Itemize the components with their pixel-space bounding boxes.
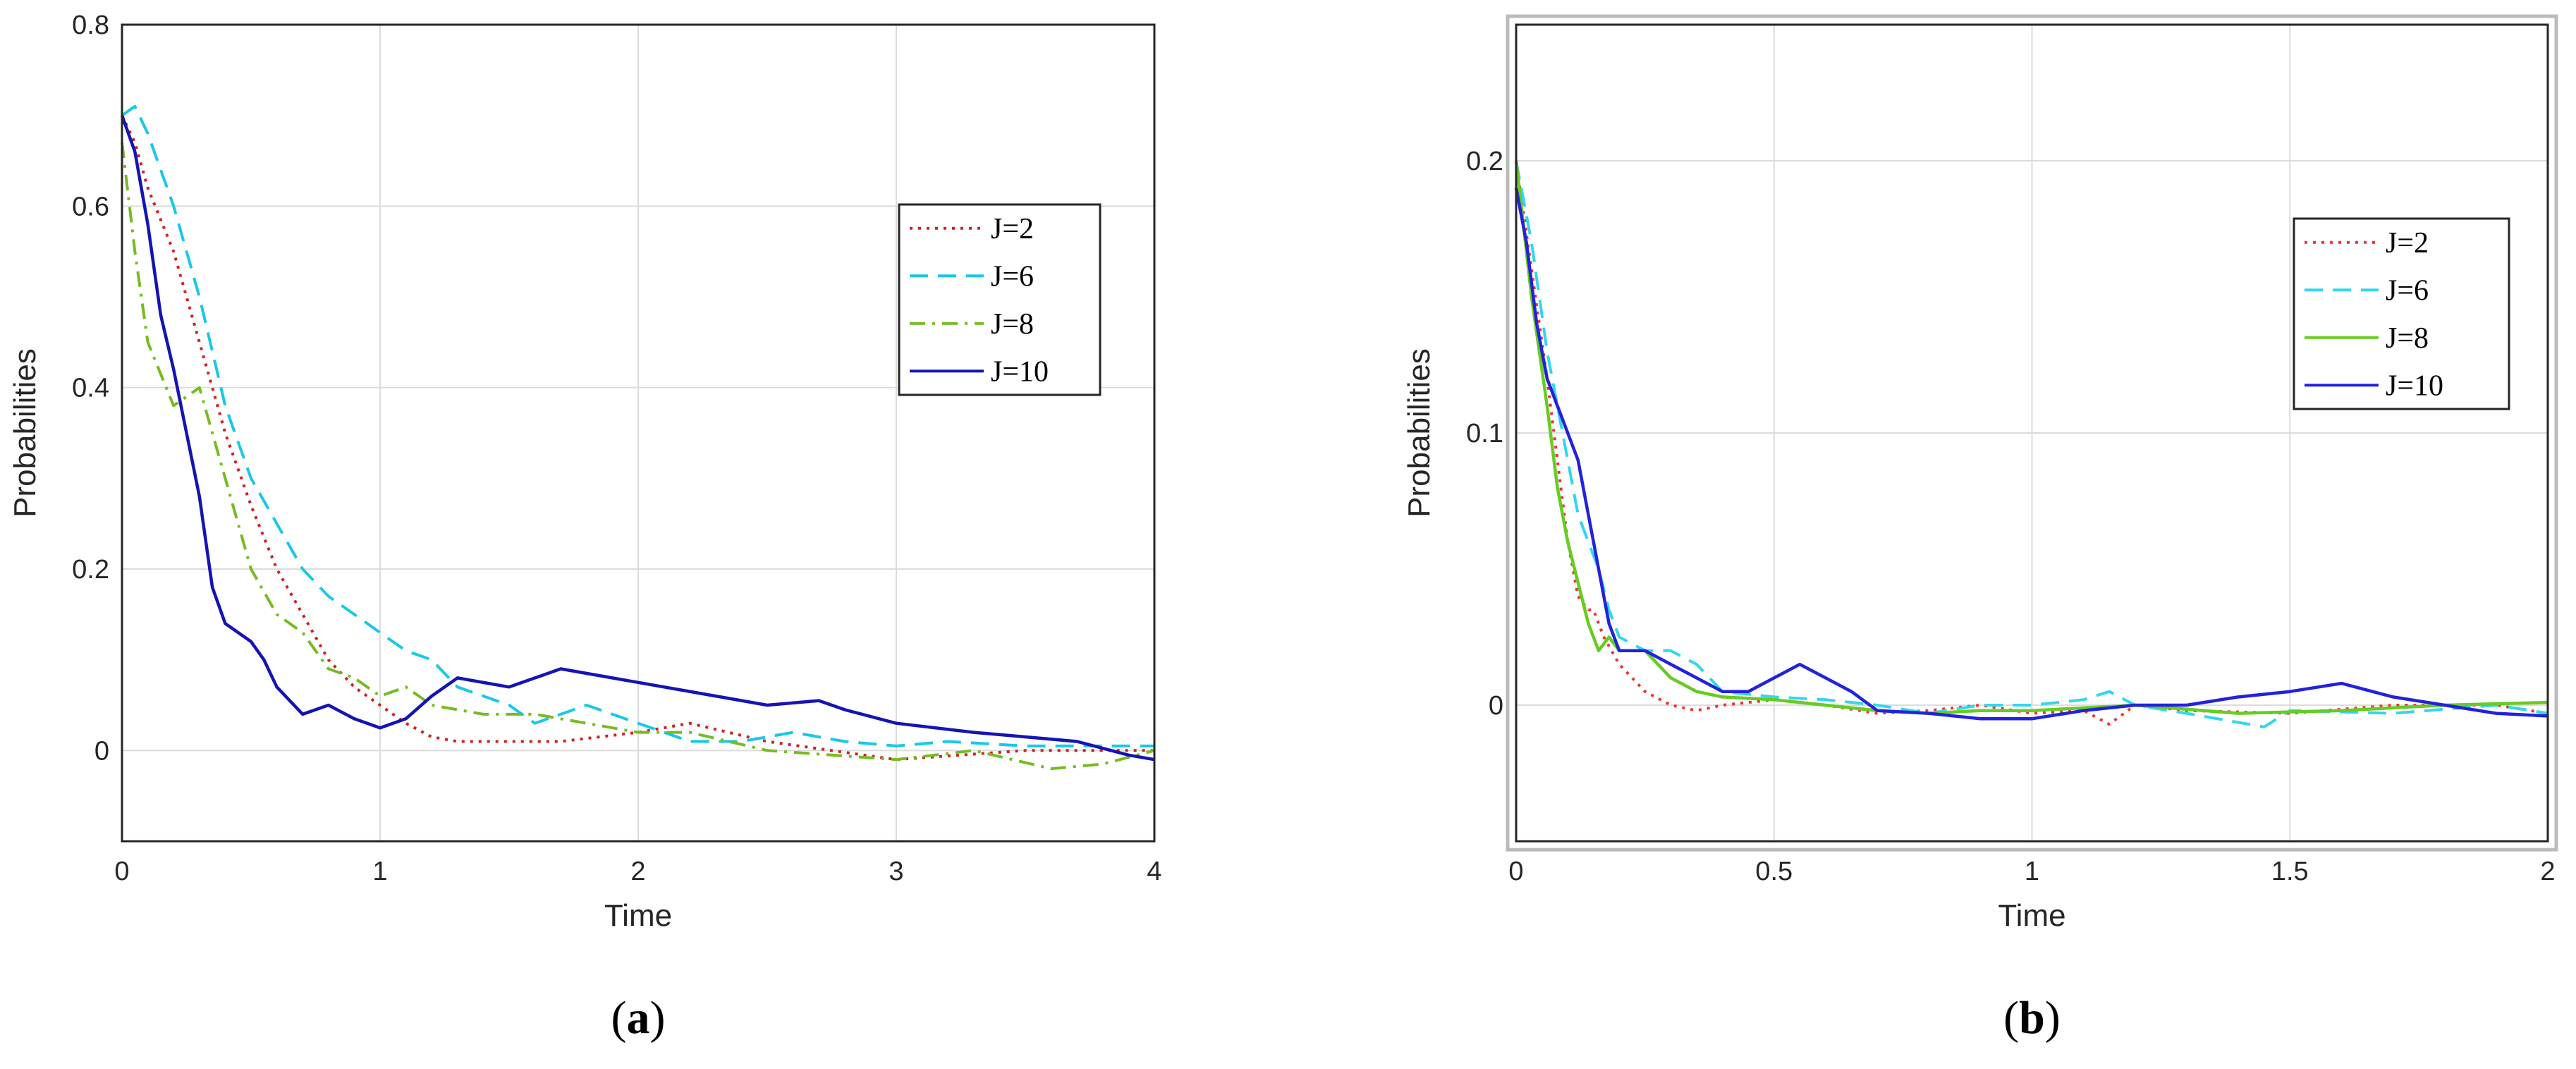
series-line-j-2	[121, 114, 1154, 762]
chart-panel-b: 0 0.5 1 1.5 200.10.2TimeProbabilitiesJ=2J=6J…	[1402, 14, 2558, 1044]
series-lines	[120, 104, 1155, 771]
caption-close-paren: )	[2045, 992, 2061, 1044]
legend-label: J=10	[2386, 369, 2443, 402]
legend-label: J=8	[2386, 322, 2429, 355]
legend-label: J=2	[2386, 227, 2429, 259]
panel-caption: (a)	[611, 992, 666, 1044]
series-line-j-6	[121, 104, 1154, 747]
y-tick-label: 0.4	[72, 374, 109, 403]
x-tick-label: 1.5	[2271, 857, 2309, 886]
y-axis-label: Probabilities	[1402, 348, 1436, 518]
caption-close-paren: )	[650, 992, 666, 1044]
series-line-j-8	[121, 142, 1155, 771]
y-tick-label: 0.2	[1466, 147, 1503, 176]
x-axis-label: Time	[604, 898, 672, 933]
x-tick-label: 1	[2025, 857, 2039, 886]
x-tick-label: 0.5	[1755, 857, 1793, 886]
x-tick-label: 4	[1147, 857, 1161, 886]
y-tick-label: 0	[1489, 691, 1503, 721]
series-line-j-10	[120, 114, 1155, 762]
series-lines	[1514, 160, 2548, 728]
legend-label: J=6	[2386, 274, 2429, 307]
caption-letter: b	[2019, 992, 2045, 1044]
x-tick-label: 0	[1508, 857, 1523, 886]
legend-label: J=2	[991, 213, 1034, 245]
legend-label: J=8	[991, 308, 1034, 341]
legend-box	[898, 203, 1101, 396]
legend-label: J=10	[991, 355, 1049, 388]
axes-box	[121, 23, 1156, 843]
plot-frame	[1506, 14, 2558, 852]
legend-label: J=6	[991, 260, 1034, 293]
panel-caption: (b)	[2003, 992, 2061, 1044]
series-line-j-10	[1514, 188, 2548, 721]
legend: J=2 J=6 J=8 J=10	[2293, 217, 2510, 410]
legend: J=2 J=6 J=8 J=10	[898, 203, 1101, 396]
series-line-j-6	[1515, 160, 2548, 728]
y-tick-label: 0.1	[1466, 419, 1503, 448]
axes-box	[1515, 23, 2549, 843]
y-tick-label: 0	[94, 736, 109, 766]
x-tick-label: 2	[630, 857, 645, 886]
y-tick-label: 0.2	[72, 555, 109, 585]
x-tick-label: 2	[2540, 857, 2555, 886]
x-axis-label: Time	[1998, 898, 2065, 933]
y-tick-label: 0.8	[72, 11, 109, 40]
x-tick-label: 0	[114, 857, 129, 886]
y-axis-label: Probabilities	[8, 348, 42, 518]
x-tick-label: 3	[889, 857, 903, 886]
caption-open-paren: (	[2003, 992, 2019, 1044]
x-tick-label: 1	[372, 857, 387, 886]
chart-panel-a: 0 1 2 3 400.20.40.60.8TimeProbabilitiesJ=2J=…	[8, 11, 1162, 1044]
legend-box	[2293, 217, 2510, 410]
caption-open-paren: (	[611, 992, 627, 1044]
caption-letter: a	[627, 992, 650, 1044]
y-tick-label: 0.6	[72, 192, 109, 221]
